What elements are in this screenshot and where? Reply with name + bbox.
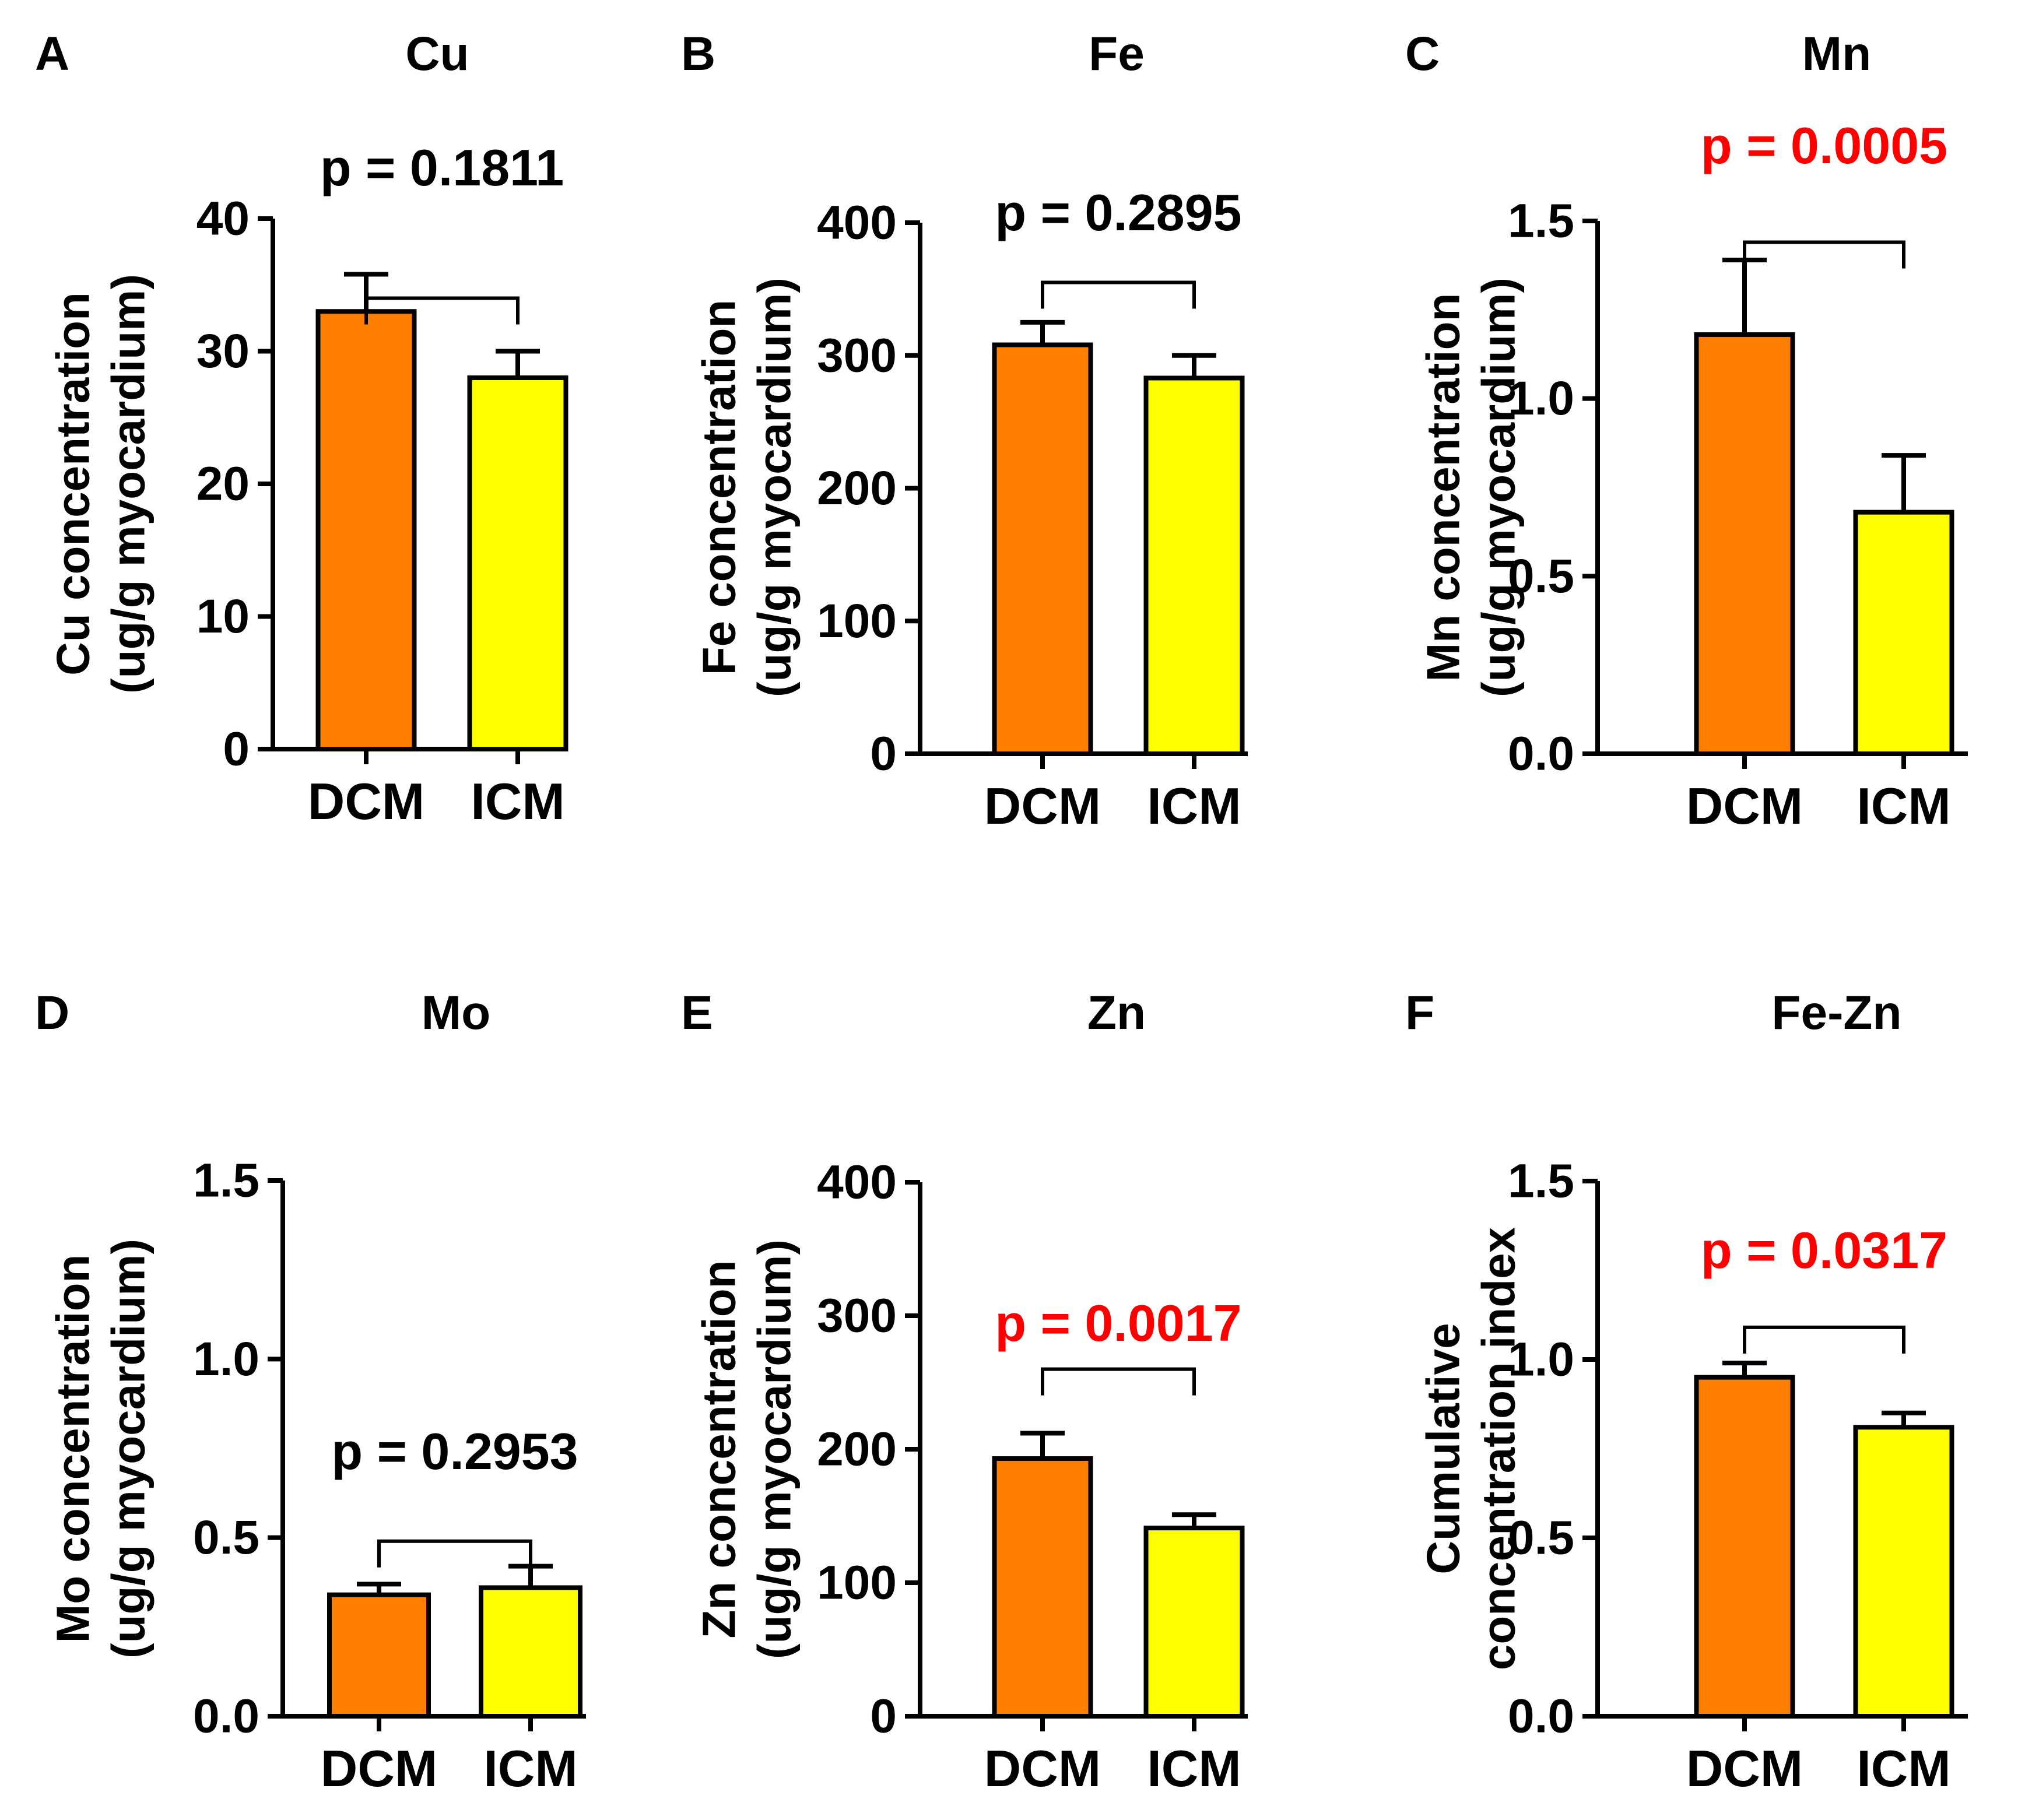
p-value-label: p = 0.1811 <box>320 139 564 196</box>
y-tick-label: 0.0 <box>193 1690 259 1743</box>
y-tick-label: 300 <box>817 329 897 382</box>
bar-icm <box>1143 375 1245 756</box>
y-tick-label: 1.5 <box>1508 1155 1574 1208</box>
category-label-dcm: DCM <box>1686 777 1803 835</box>
significance-bracket <box>377 1539 532 1568</box>
bar-dcm <box>1694 332 1795 756</box>
y-tick-label: 10 <box>196 590 250 643</box>
panel-letter: C <box>1405 27 1440 80</box>
y-tick-label: 40 <box>196 192 250 245</box>
y-tick-label: 0 <box>870 728 897 781</box>
p-value-label: p = 0.0005 <box>1701 117 1947 174</box>
y-tick-label: 1.0 <box>1508 372 1574 425</box>
bar-dcm <box>992 342 1093 756</box>
y-tick-label: 0.5 <box>1508 550 1574 603</box>
y-tick-label: 200 <box>817 462 897 515</box>
y-tick-label: 200 <box>817 1423 897 1476</box>
p-value-label: p = 0.0017 <box>995 1294 1241 1352</box>
y-tick-label: 0.0 <box>1508 728 1574 781</box>
category-label-icm: ICM <box>1147 1740 1241 1797</box>
category-label-icm: ICM <box>471 772 564 830</box>
y-tick-label: 1.5 <box>193 1154 259 1207</box>
y-tick-label: 0.5 <box>193 1511 259 1564</box>
panel-letter: A <box>35 27 69 80</box>
category-label-icm: ICM <box>1856 1740 1950 1797</box>
panel-f: F Fe-Zn Cumulative concentration index p… <box>1405 986 1968 1797</box>
bar-dcm <box>1694 1375 1795 1719</box>
y-tick-label: 1.0 <box>1508 1333 1574 1386</box>
category-label-icm: ICM <box>483 1740 577 1797</box>
chart-title: Mo <box>422 986 490 1039</box>
y-axis-label-line-1: Cumulative <box>1417 1323 1469 1574</box>
significance-bracket <box>1041 280 1196 309</box>
category-label-icm: ICM <box>1147 777 1241 835</box>
y-tick-label: 0 <box>223 723 250 776</box>
significance-bracket <box>1743 240 1905 269</box>
y-tick-label: 100 <box>817 595 897 648</box>
p-value-label: p = 0.2953 <box>331 1422 578 1480</box>
y-tick-label: 300 <box>817 1290 897 1343</box>
y-tick-label: 100 <box>817 1557 897 1610</box>
panel-letter: E <box>681 986 713 1039</box>
category-label-dcm: DCM <box>984 1740 1101 1797</box>
y-tick-label: 20 <box>196 458 250 511</box>
y-axis-label-line-2: (ug/g myocardium) <box>103 274 155 694</box>
chart-title: Fe <box>1089 27 1145 80</box>
y-axis-label-line-2: (ug/g myocardium) <box>103 1239 155 1659</box>
panel-b: B Fe Fe concentration (ug/g myocardium) … <box>681 27 1248 835</box>
panel-d: D Mo Mo concentration (ug/g myocardium) … <box>35 986 586 1797</box>
y-tick-label: 1.0 <box>193 1333 259 1386</box>
y-tick-label: 0 <box>870 1690 897 1743</box>
category-label-dcm: DCM <box>321 1740 437 1797</box>
bar-icm <box>467 375 568 751</box>
panel-letter: B <box>681 27 715 80</box>
panel-letter: D <box>35 986 69 1039</box>
category-label-icm: ICM <box>1856 777 1950 835</box>
panel-a: A Cu Cu concentration (ug/g myocardium) … <box>35 27 568 830</box>
significance-bracket <box>1041 1367 1196 1396</box>
bar-icm <box>1853 1425 1954 1719</box>
p-value-label: p = 0.2895 <box>995 184 1241 241</box>
bar-dcm <box>992 1456 1093 1719</box>
bar-icm <box>1143 1526 1245 1719</box>
category-label-dcm: DCM <box>984 777 1101 835</box>
category-label-dcm: DCM <box>1686 1740 1803 1797</box>
y-tick-label: 400 <box>817 196 897 250</box>
panel-c: C Mn Mn concentration (ug/g myocardium) … <box>1405 27 1968 835</box>
panel-letter: F <box>1405 986 1434 1039</box>
chart-title: Cu <box>405 27 469 80</box>
bar-icm <box>1853 510 1954 756</box>
category-label-dcm: DCM <box>308 772 424 830</box>
y-tick-label: 0.5 <box>1508 1512 1574 1565</box>
bar-dcm <box>315 309 417 751</box>
p-value-label: p = 0.0317 <box>1701 1221 1947 1279</box>
y-axis-label-line-2: concentration index <box>1473 1227 1525 1670</box>
y-tick-label: 400 <box>817 1156 897 1209</box>
y-axis-label-line-2: (ug/g myocardium) <box>749 277 801 697</box>
y-axis-label-line-1: Mo concentration <box>47 1255 99 1643</box>
panel-e: E Zn Zn concentration (ug/g myocardium) … <box>681 986 1248 1797</box>
significance-bracket <box>1743 1325 1905 1354</box>
bar-dcm <box>327 1592 431 1719</box>
y-axis-label-line-1: Fe concentration <box>693 300 745 676</box>
y-axis-label-line-2: (ug/g myocardium) <box>749 1239 801 1659</box>
y-axis-label-line-1: Cu concentration <box>47 292 99 676</box>
y-axis-label-line-1: Zn concentration <box>693 1260 745 1639</box>
bar-icm <box>479 1585 582 1719</box>
chart-title: Fe-Zn <box>1771 986 1901 1039</box>
y-tick-label: 1.5 <box>1508 195 1574 248</box>
significance-bracket <box>364 296 520 325</box>
y-tick-label: 30 <box>196 325 250 378</box>
y-axis-label-line-2: (ug/g myocardium) <box>1473 277 1525 697</box>
y-tick-label: 0.0 <box>1508 1690 1574 1743</box>
y-axis-label-line-1: Mn concentration <box>1417 293 1469 682</box>
chart-title: Mn <box>1802 27 1871 80</box>
chart-title: Zn <box>1087 986 1146 1039</box>
